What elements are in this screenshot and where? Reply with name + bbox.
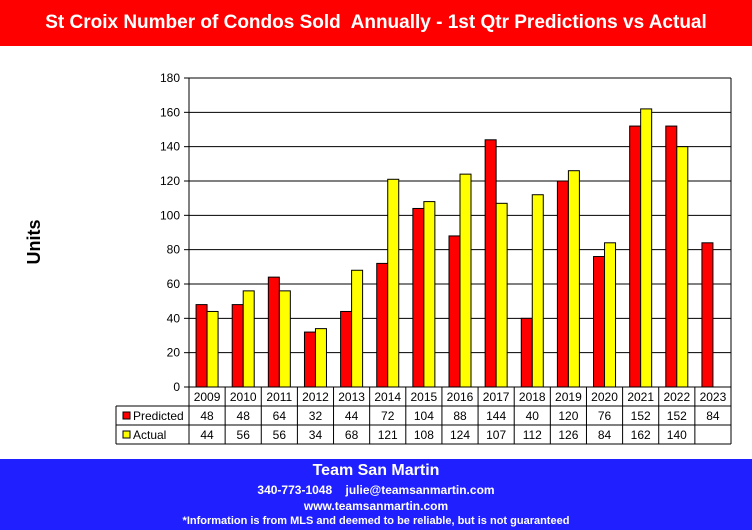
bar-predicted (629, 125, 642, 388)
y-tick-label: 160 (160, 105, 180, 119)
data-label-predicted: 88 (453, 409, 467, 423)
bar-chart: 0 20 40 60 80 100 120 140 160 180 2009 2010 2011 2012… (115, 71, 732, 445)
footer-contact: 340-773-1048 julie@teamsanmartin.com (0, 483, 752, 497)
data-label-actual: 84 (598, 428, 612, 442)
category-label: 2013 (338, 390, 365, 404)
y-tick-label: 40 (167, 311, 181, 325)
data-label-predicted: 48 (237, 409, 251, 423)
category-label: 2012 (302, 390, 329, 404)
category-label: 2016 (447, 390, 474, 404)
chart-title: St Croix Number of Condos Sold Annually … (45, 12, 707, 33)
bar-predicted (701, 242, 714, 388)
category-label: 2011 (266, 390, 292, 404)
bar-predicted (195, 304, 208, 388)
bar-actual (495, 202, 508, 388)
legend-label-actual: Actual (133, 428, 166, 442)
data-label-predicted: 104 (414, 409, 434, 423)
legend-key-actual (122, 430, 131, 439)
data-label-actual: 107 (486, 428, 506, 442)
bar-actual (459, 173, 472, 388)
bar-predicted (520, 317, 533, 388)
category-label: 2010 (230, 390, 257, 404)
y-tick-label: 0 (173, 380, 180, 394)
bar-actual (640, 108, 653, 388)
bar-actual (206, 310, 219, 388)
bar-actual (423, 201, 436, 388)
bar-predicted (448, 235, 461, 388)
bar-actual (314, 328, 327, 388)
category-label: 2023 (700, 390, 727, 404)
data-label-actual: 162 (631, 428, 651, 442)
data-label-actual: 56 (237, 428, 251, 442)
data-label-actual: 112 (523, 428, 542, 442)
data-label-predicted: 152 (631, 409, 651, 423)
data-label-predicted: 120 (558, 409, 578, 423)
bar-actual (387, 178, 400, 388)
bar-predicted (267, 276, 280, 388)
data-label-predicted: 48 (200, 409, 214, 423)
y-tick-label: 60 (167, 277, 181, 291)
bar-actual (531, 194, 544, 388)
bar-predicted (376, 262, 389, 388)
data-label-actual: 44 (200, 428, 214, 442)
data-label-actual: 140 (667, 428, 687, 442)
y-tick-label: 100 (160, 208, 180, 222)
data-label-predicted: 40 (526, 409, 540, 423)
bar-predicted (556, 180, 569, 388)
data-label-actual: 68 (345, 428, 359, 442)
bar-actual (242, 290, 255, 388)
footer-phone: 340-773-1048 (257, 483, 333, 497)
data-label-predicted: 84 (706, 409, 720, 423)
data-label-actual: 124 (450, 428, 470, 442)
data-label-predicted: 76 (598, 409, 612, 423)
category-label: 2018 (519, 390, 546, 404)
data-label-predicted: 44 (345, 409, 359, 423)
bar-predicted (593, 256, 606, 388)
y-tick-label: 20 (167, 346, 181, 360)
bar-actual (567, 170, 580, 388)
y-tick-label: 120 (160, 174, 180, 188)
data-label-actual: 126 (558, 428, 578, 442)
footer-team-name: Team San Martin (312, 462, 440, 479)
category-label: 2020 (591, 390, 618, 404)
data-label-actual: 34 (309, 428, 323, 442)
y-tick-label: 80 (167, 243, 181, 257)
footer: Team San Martin 340-773-1048 julie@teams… (0, 459, 752, 530)
category-label: 2021 (627, 390, 654, 404)
footer-website: www.teamsanmartin.com (303, 499, 449, 513)
chart-title-bar: St Croix Number of Condos Sold Annually … (0, 0, 752, 46)
category-label: 2009 (194, 390, 221, 404)
footer-disclaimer: *Information is from MLS and deemed to b… (182, 515, 570, 527)
category-label: 2014 (374, 390, 401, 404)
y-tick-label: 180 (160, 71, 180, 85)
bar-actual (278, 290, 291, 388)
bar-predicted (303, 331, 316, 388)
category-label: 2015 (411, 390, 438, 404)
data-label-predicted: 72 (381, 409, 395, 423)
data-label-predicted: 64 (273, 409, 287, 423)
bar-actual (676, 146, 689, 388)
bar-actual (604, 242, 617, 388)
footer-email: julie@teamsanmartin.com (345, 483, 495, 497)
bar-predicted (484, 139, 497, 388)
data-label-predicted: 144 (486, 409, 506, 423)
category-label: 2017 (483, 390, 510, 404)
bar-predicted (665, 125, 678, 388)
category-label: 2019 (555, 390, 582, 404)
legend-key-predicted (122, 411, 131, 420)
bar-predicted (412, 207, 425, 388)
category-label: 2022 (663, 390, 690, 404)
data-label-predicted: 32 (309, 409, 323, 423)
bar-actual (351, 269, 364, 388)
y-tick-label: 140 (160, 140, 180, 154)
data-label-predicted: 152 (667, 409, 687, 423)
data-label-actual: 121 (378, 428, 398, 442)
data-label-actual: 56 (273, 428, 287, 442)
legend-label-predicted: Predicted (133, 409, 184, 423)
bar-predicted (231, 304, 244, 388)
bar-predicted (340, 310, 353, 388)
data-label-actual: 108 (414, 428, 434, 442)
